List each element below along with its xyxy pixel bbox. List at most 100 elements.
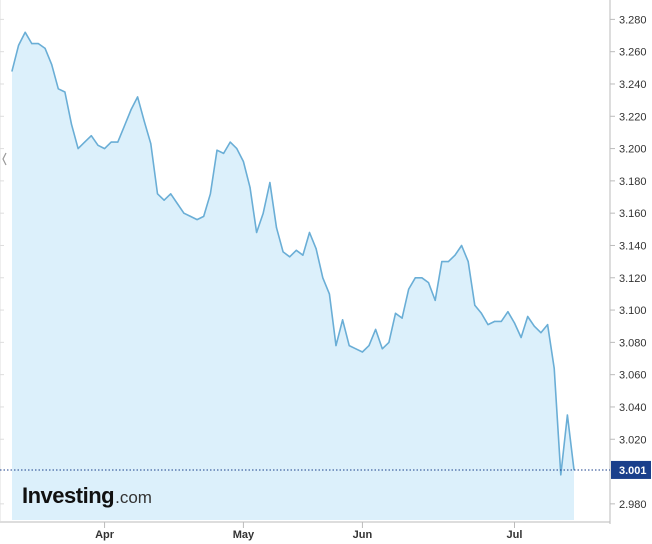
data-point	[282, 251, 284, 253]
data-point	[90, 135, 92, 137]
data-point	[447, 261, 449, 263]
data-point	[170, 193, 172, 195]
data-point	[77, 148, 79, 150]
data-point	[203, 215, 205, 217]
data-point	[295, 249, 297, 251]
data-point	[507, 311, 509, 313]
data-point	[434, 299, 436, 301]
data-point	[289, 256, 291, 258]
y-tick-label: 3.060	[619, 370, 647, 382]
y-tick-label: 3.100	[619, 305, 647, 317]
data-point	[31, 43, 33, 45]
data-point	[216, 149, 218, 151]
logo-suffix: .com	[115, 488, 152, 507]
price-area-fill	[12, 32, 574, 521]
data-point	[401, 317, 403, 319]
y-tick-label: 3.200	[619, 144, 647, 156]
left-edge-handle[interactable]	[2, 152, 7, 166]
data-point	[348, 345, 350, 347]
x-tick-label: Jun	[353, 529, 373, 541]
data-point	[500, 320, 502, 322]
data-point	[130, 109, 132, 111]
data-point	[163, 199, 165, 201]
data-point	[18, 44, 20, 46]
data-point	[494, 320, 496, 322]
data-point	[44, 47, 46, 50]
data-point	[275, 227, 278, 229]
data-point	[209, 193, 211, 195]
data-point	[104, 148, 106, 150]
data-point	[421, 277, 423, 279]
data-point	[441, 261, 443, 263]
data-point	[123, 125, 125, 127]
data-point	[269, 181, 271, 184]
data-point	[176, 202, 178, 205]
data-point	[381, 348, 383, 350]
axis-layer	[0, 0, 611, 524]
data-point	[355, 348, 357, 350]
data-point	[520, 336, 522, 339]
data-point	[480, 312, 482, 314]
y-tick-label: 3.280	[619, 14, 647, 26]
data-point	[513, 322, 516, 324]
data-point	[315, 248, 317, 250]
y-axis-ticks: 2.980 3.020 3.040 3.060 3.080 3.100 3.120 3.140…	[0, 14, 647, 511]
data-point	[24, 31, 26, 33]
data-point	[229, 141, 231, 143]
data-point	[394, 312, 397, 314]
data-point	[242, 160, 244, 163]
y-tick-label: 3.120	[619, 273, 647, 285]
data-point	[37, 43, 40, 45]
data-point	[560, 474, 562, 476]
last-value-layer: 3.001	[0, 460, 651, 479]
logo-word: Investing	[22, 483, 114, 508]
data-point	[553, 367, 555, 369]
y-tick-label: 2.980	[619, 499, 647, 511]
data-point	[487, 324, 489, 326]
data-point	[427, 282, 430, 284]
data-point	[368, 345, 370, 347]
data-point	[110, 141, 112, 143]
data-point	[189, 215, 192, 217]
data-point	[256, 231, 258, 234]
data-point	[183, 212, 185, 214]
x-tick-label: May	[233, 529, 255, 541]
data-point	[262, 212, 264, 214]
y-tick-label: 3.140	[619, 240, 647, 252]
data-point	[375, 328, 377, 330]
data-point	[322, 277, 324, 279]
data-point	[196, 219, 198, 221]
investing-logo: Investing .com	[22, 483, 152, 508]
data-point	[467, 261, 469, 263]
data-point	[533, 325, 535, 327]
area-layer	[11, 31, 575, 521]
x-axis-ticks: Apr May Jun Jul	[95, 522, 522, 541]
data-point	[566, 414, 569, 416]
y-tick-label: 3.040	[619, 402, 647, 414]
data-point	[361, 351, 363, 353]
data-point	[223, 152, 225, 154]
data-point	[527, 315, 529, 318]
y-tick-label: 3.260	[619, 47, 647, 59]
data-point	[308, 231, 311, 234]
data-point	[454, 254, 456, 256]
data-point	[236, 148, 238, 150]
data-point	[302, 254, 304, 256]
data-point	[143, 120, 145, 122]
data-point	[328, 293, 330, 295]
data-point	[335, 345, 337, 347]
data-point	[64, 91, 66, 93]
data-point	[388, 341, 390, 343]
data-point	[547, 324, 549, 326]
data-point	[414, 277, 416, 279]
y-tick-label: 3.080	[619, 337, 647, 349]
data-point	[70, 123, 73, 125]
data-point	[150, 143, 152, 145]
price-line	[11, 31, 575, 476]
data-point	[474, 304, 476, 306]
y-tick-label: 3.220	[619, 111, 647, 123]
data-point	[408, 288, 410, 290]
data-point	[461, 244, 463, 247]
